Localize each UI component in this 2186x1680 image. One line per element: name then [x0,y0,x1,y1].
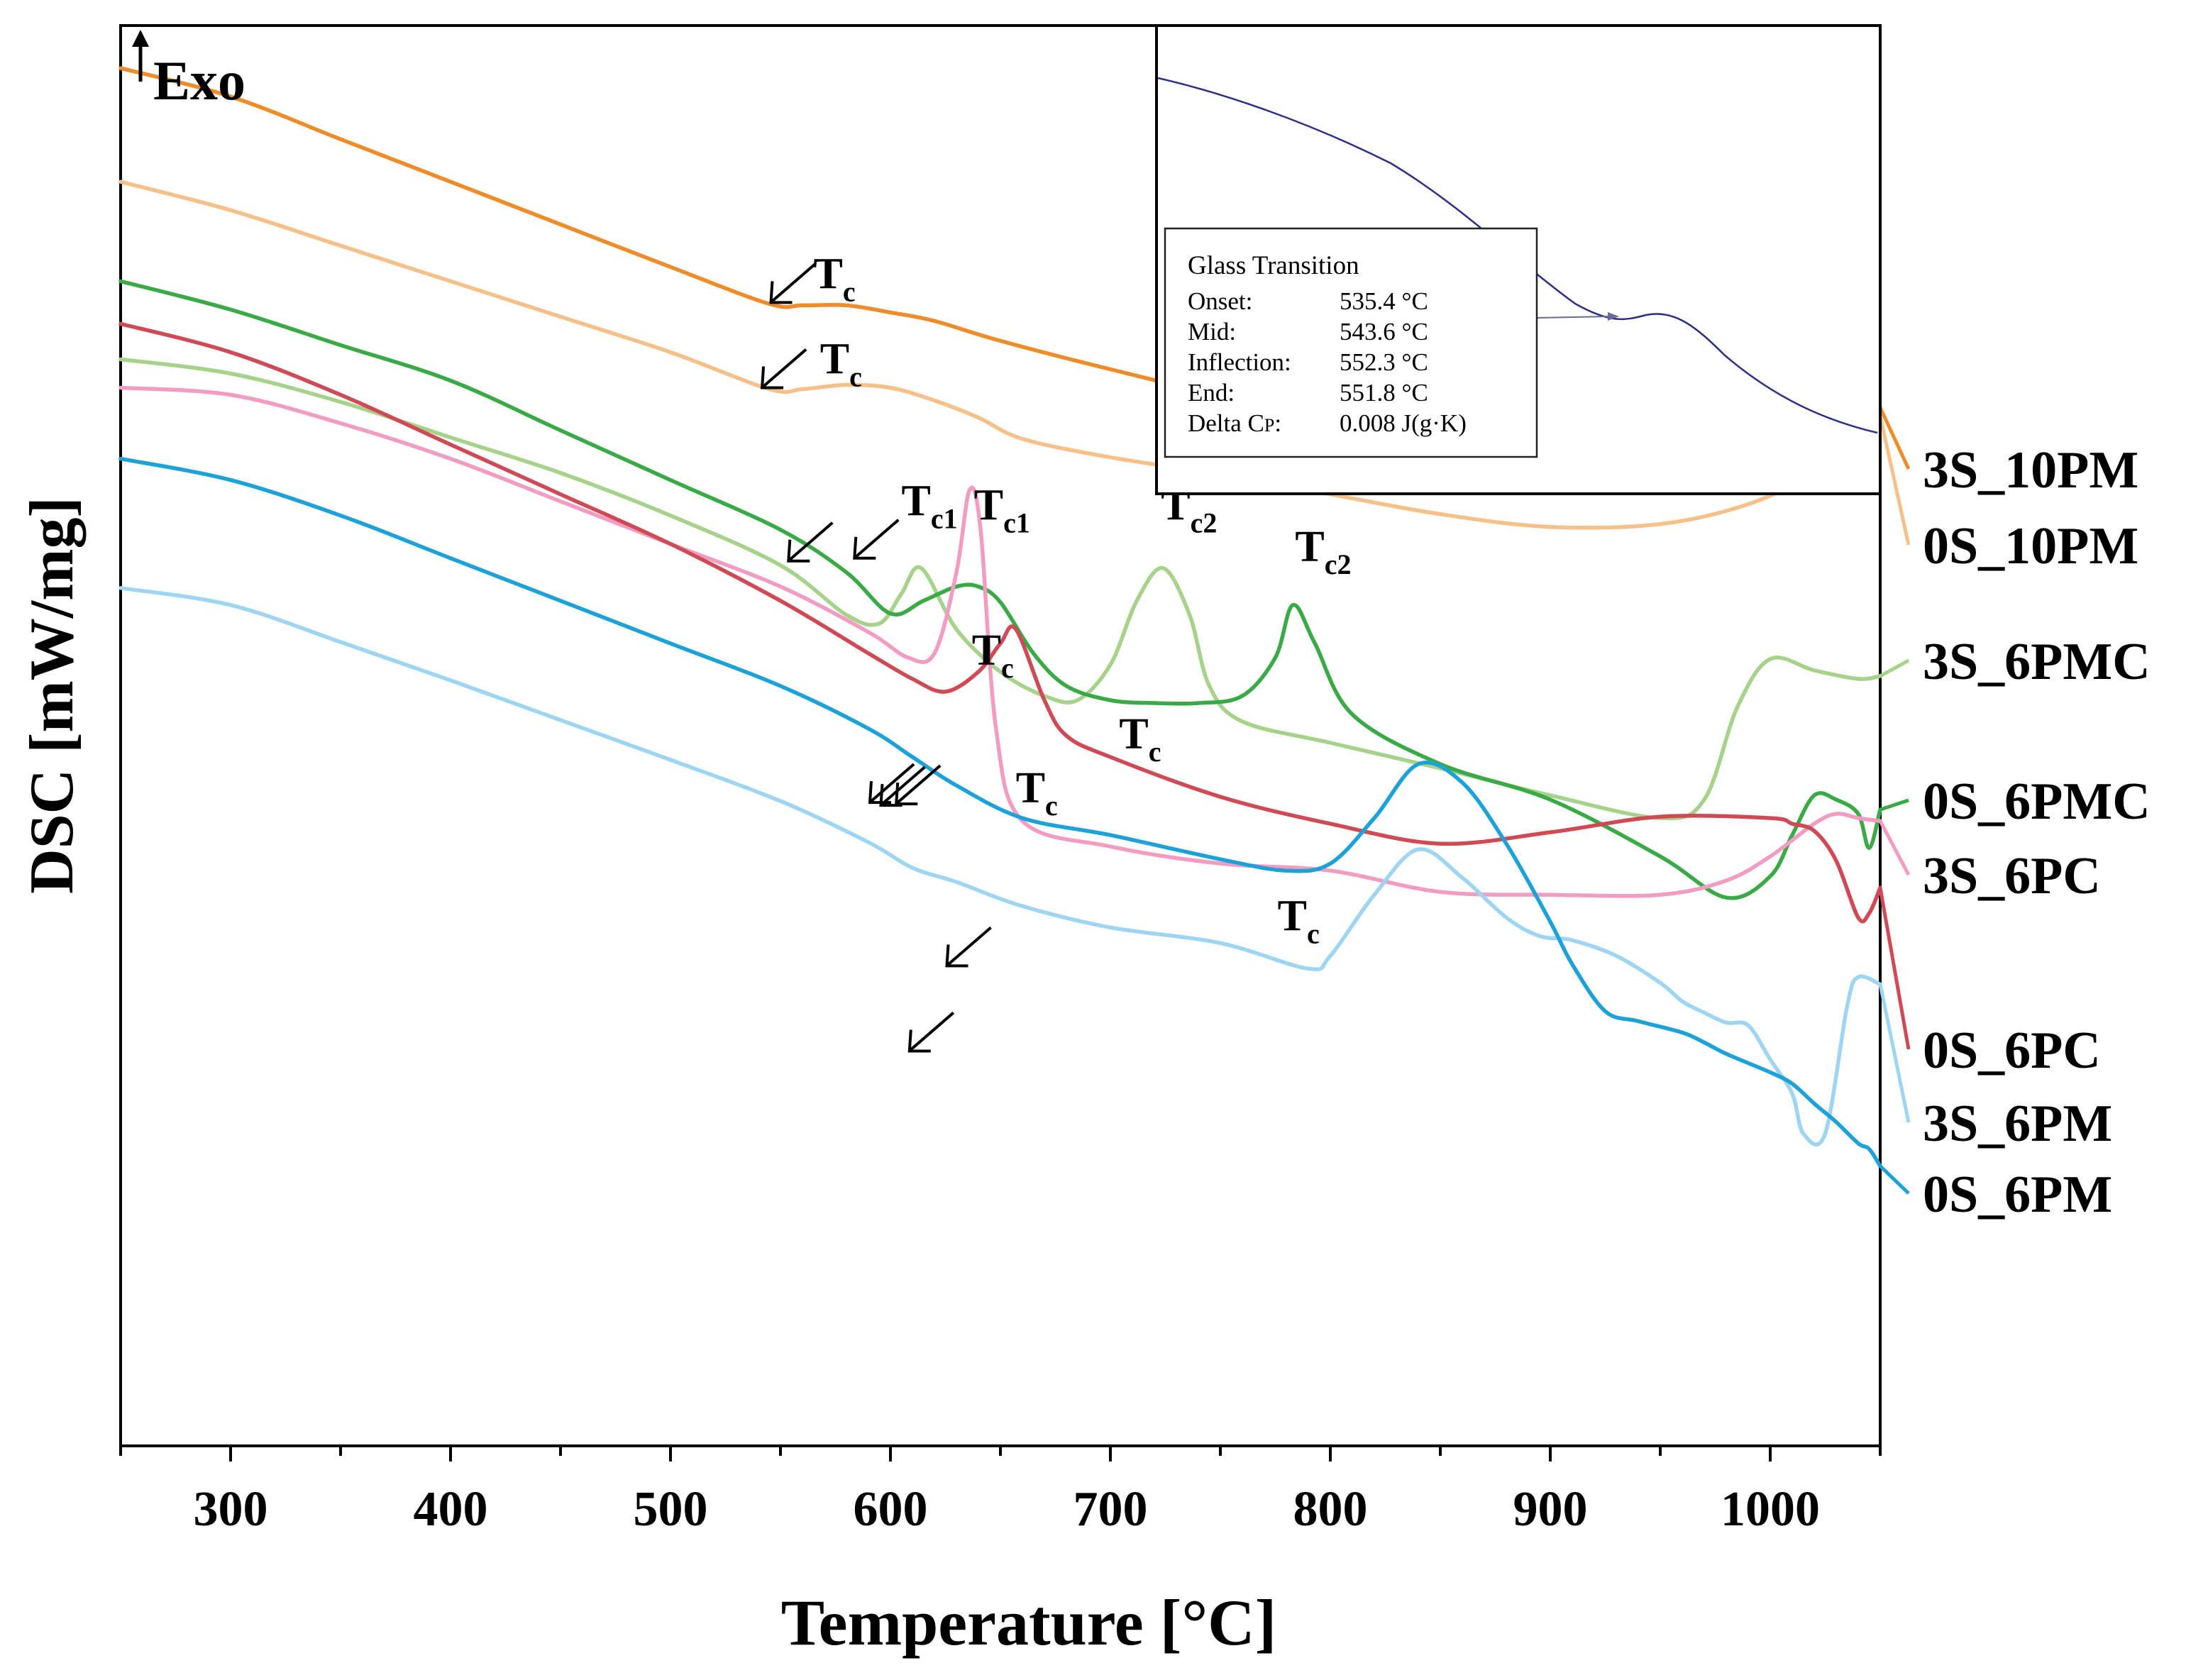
series-lines [118,66,1882,1168]
x-axis-tick-labels: 300 400 500 600 700 800 900 1000 [194,1482,1821,1537]
peak-label: Tc [1119,710,1161,768]
inset-panel: Glass Transition Onset: 535.4 °C Mid: 543.6… [1155,24,1882,495]
legend-label: 0S_10PM [1923,517,2138,575]
legend-connector [1878,819,1911,876]
x-tick-label: 800 [1293,1482,1368,1537]
exo-label: Exo [153,50,245,111]
series-legend: 3S_10PM 0S_10PM 3S_6PMC 0S_6PMC 3S_6PC 0S_6PC… [1878,407,2151,1224]
peak-label: Tc [820,335,862,392]
series-line-0s-6pc [118,321,1882,924]
inset-result-box [1164,227,1538,458]
peak-label: Tc [972,626,1014,684]
legend-label: 3S_6PMC [1923,633,2151,691]
inset-pointer-line [1536,316,1611,319]
x-tick-label: 700 [1073,1482,1148,1537]
legend-label: 0S_6PMC [1923,773,2151,831]
peak-label: Tc [1278,892,1320,949]
inset-row-value: 0.008 J(g·K) [1340,409,1467,437]
onset-arrow-icon [769,262,816,304]
onset-arrow-icon [787,521,834,563]
legend-label: 0S_6PM [1923,1166,2112,1224]
onset-arrow-icon [853,519,900,560]
legend-connector [1878,407,1911,470]
series-line-0s-10pm [118,179,1882,530]
x-tick-label: 300 [194,1482,268,1537]
peak-label: Tc1 [974,482,1030,539]
x-axis-ticks [119,1446,1882,1461]
inset-row-label: Inflection: [1188,348,1291,376]
legend-label: 0S_6PC [1923,1022,2101,1080]
peak-label: Tc2 [1295,523,1351,580]
inset-glass-transition-curve [1157,77,1878,434]
inset-row-label: End: [1188,379,1235,407]
exo-indicator: Exo [132,30,245,111]
legend-connector [1879,658,1910,678]
legend-connector [1879,798,1909,812]
x-tick-label: 900 [1513,1482,1588,1537]
inset-row-value: 543.6 °C [1340,318,1428,346]
legend-connector [1878,983,1911,1123]
inset-pointer-arrow-icon [1608,312,1619,321]
inset-rows: Onset: 535.4 °C Mid: 543.6 °C Inflection: 552… [1188,287,1467,437]
inset-row-label: Delta CP: [1188,409,1281,437]
inset-row-value: 552.3 °C [1340,348,1428,376]
onset-arrow-icon [879,766,926,807]
onset-arrow-icon [945,926,992,968]
x-axis-title: Temperature [°C] [781,1586,1277,1659]
inset-row-label: Onset: [1188,287,1252,315]
inset-row-value: 551.8 °C [1340,379,1428,407]
inset-row-label: Mid: [1188,318,1236,346]
peak-label: Tc1 [902,477,958,535]
x-tick-label: 1000 [1721,1482,1820,1537]
onset-arrow-icon [895,764,942,806]
series-line-3s-6pm [118,586,1882,1146]
x-tick-label: 400 [414,1482,488,1537]
legend-label: 3S_6PM [1923,1095,2112,1153]
x-tick-label: 500 [634,1482,708,1537]
onset-arrow-icon [760,348,807,389]
series-line-0s-6pmc [118,279,1882,900]
x-tick-label: 600 [854,1482,928,1537]
legend-connector [1878,415,1911,546]
y-axis-title: DSC [mW/mg] [18,497,87,894]
legend-label: 3S_10PM [1923,441,2138,499]
inset-row-value: 535.4 °C [1340,287,1428,315]
inset-title: Glass Transition [1188,251,1359,280]
legend-connector [1879,1164,1910,1195]
onset-arrow-icon [907,1011,955,1053]
peak-label: Tc [814,250,856,307]
peak-label: Tc [1016,764,1058,822]
series-line-0s-6pm [118,456,1882,1168]
legend-label: 3S_6PC [1923,847,2101,905]
up-arrow-icon [132,30,149,82]
onset-arrows [760,262,992,1053]
legend-connector [1878,887,1911,1050]
